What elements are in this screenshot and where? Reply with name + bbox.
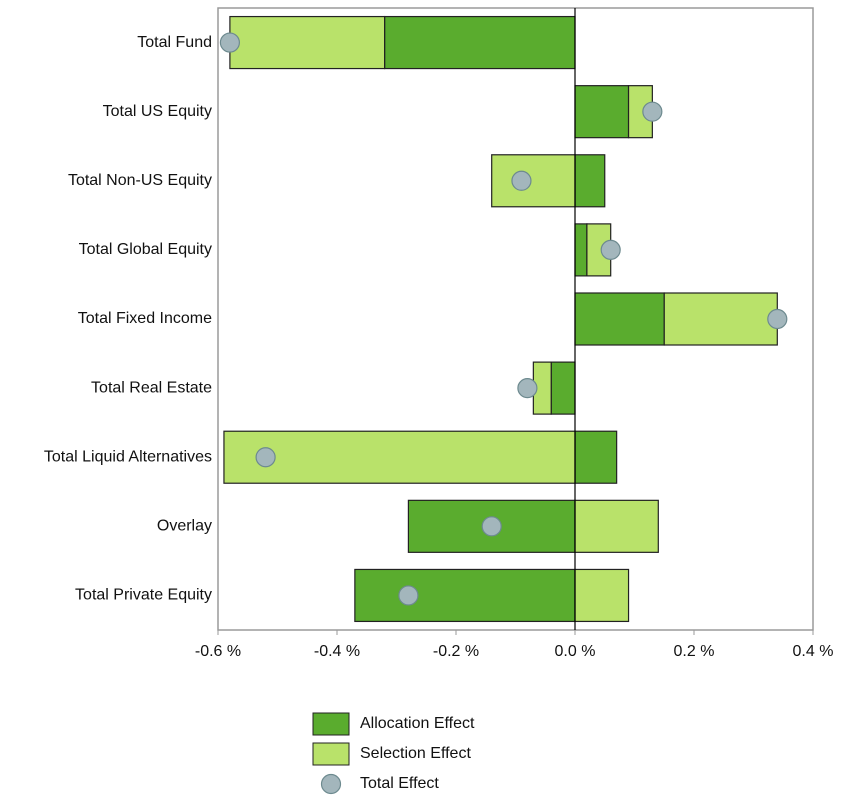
legend-swatch (312, 712, 350, 736)
total-point (767, 308, 788, 330)
bar (491, 154, 576, 208)
x-tick-label: -0.4 % (314, 643, 360, 660)
x-tick-label: 0.4 % (793, 643, 834, 660)
bar (574, 154, 606, 208)
total-point (642, 101, 663, 122)
bar (574, 223, 588, 277)
y-tick-label: Total Private Equity (75, 587, 212, 604)
plot-frame (217, 7, 814, 631)
total-point (219, 32, 240, 53)
x-tick-label: 0.2 % (674, 643, 715, 660)
legend-label: Allocation Effect (360, 715, 475, 732)
y-tick-label: Overlay (157, 518, 212, 535)
total-point (398, 585, 419, 606)
bar (550, 361, 576, 415)
legend-marker (320, 773, 342, 795)
total-point (511, 170, 532, 191)
y-tick-label: Total Global Equity (79, 241, 212, 258)
total-point (255, 447, 276, 468)
bar (574, 568, 630, 623)
bar (223, 430, 576, 484)
y-tick-label: Total Fixed Income (78, 310, 212, 327)
legend-label: Selection Effect (360, 745, 471, 762)
bar (229, 15, 386, 70)
legend-swatch (312, 742, 350, 766)
bar (574, 430, 618, 484)
x-tick-label: -0.6 % (195, 643, 241, 660)
y-tick-label: Total Real Estate (91, 379, 212, 396)
bar (384, 15, 576, 70)
x-tick-label: 0.0 % (555, 643, 596, 660)
bar (574, 292, 665, 346)
total-point (517, 378, 538, 399)
x-tick-label: -0.2 % (433, 643, 479, 660)
total-point (481, 516, 502, 537)
y-tick-label: Total US Equity (103, 103, 212, 120)
y-tick-label: Total Non-US Equity (68, 172, 212, 189)
total-point (600, 239, 621, 260)
bar (574, 499, 659, 553)
bar (663, 292, 778, 346)
bar (574, 85, 630, 139)
y-tick-label: Total Liquid Alternatives (44, 448, 212, 465)
bar (354, 568, 576, 623)
y-tick-label: Total Fund (137, 34, 212, 51)
legend-label: Total Effect (360, 775, 439, 792)
